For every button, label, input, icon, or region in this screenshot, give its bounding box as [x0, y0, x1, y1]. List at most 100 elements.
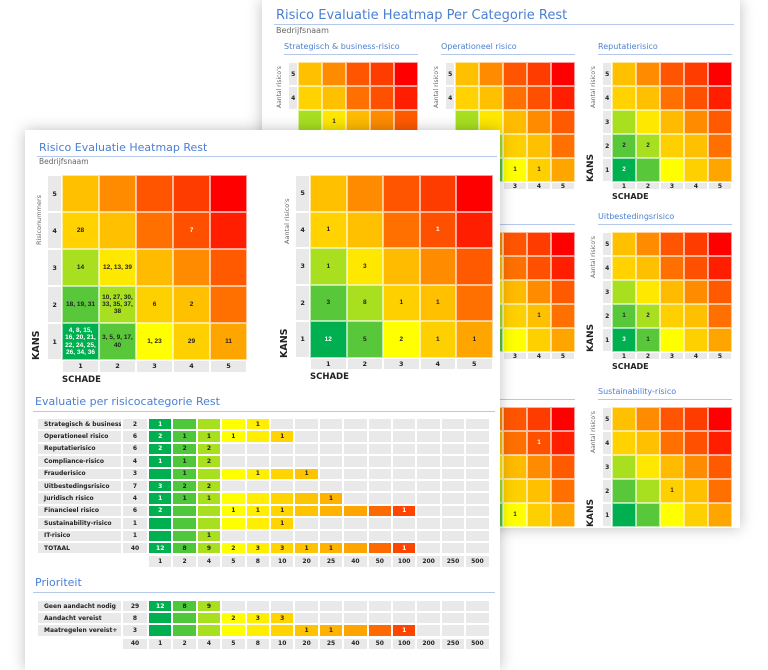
heatmap-cell: [612, 86, 636, 110]
table-cell: [343, 418, 368, 431]
table-cell: 8: [172, 600, 197, 613]
heatmap-cell: [503, 110, 527, 134]
kans-label: KANS: [586, 324, 597, 352]
heatmap-cell: [455, 86, 479, 110]
heatmap-cell: [708, 407, 732, 431]
y-axis-label: Risiconummers: [35, 195, 44, 246]
heatmap-title-divider: [284, 54, 418, 55]
heatmap-cell: [173, 249, 210, 286]
table-cell: [416, 624, 441, 637]
table-cell: 1: [318, 624, 344, 637]
table-cell: 1: [196, 529, 222, 542]
table-cell: [343, 442, 368, 456]
heatmap-cell: [136, 249, 173, 286]
table-row-total: 6: [122, 430, 148, 443]
heatmap-cell: [503, 431, 527, 455]
table-row-total: 6: [122, 504, 148, 518]
schade-tick: 5: [708, 182, 732, 191]
table-column-header: 200: [416, 637, 441, 650]
table-cell: [343, 600, 368, 613]
heatmap-cell: [503, 62, 527, 86]
table-cell: [245, 442, 270, 456]
heatmap-cell: [322, 86, 346, 110]
kans-label: KANS: [586, 154, 597, 182]
kans-tick: 5: [602, 407, 612, 431]
table-column-header: 4: [196, 637, 222, 650]
table-cell: [245, 492, 270, 505]
heatmap-cell: [708, 62, 732, 86]
heatmap-cell: [660, 280, 684, 304]
table-column-header: 20: [294, 555, 319, 568]
table-column-header: 10: [270, 637, 295, 650]
table-cell: [392, 517, 417, 530]
heatmap-cell: [660, 256, 684, 280]
table-cell: [245, 480, 270, 493]
table-cell: [172, 624, 197, 637]
heatmap-cell: [551, 134, 575, 158]
schade-label: SCHADE: [612, 361, 649, 371]
heatmap-cell: 3: [310, 284, 347, 321]
schade-tick: 1: [62, 360, 99, 373]
table-cell: [343, 517, 368, 530]
heatmap-cell: [660, 134, 684, 158]
heatmap-cell: [99, 175, 136, 212]
table-cell: [465, 600, 490, 613]
table-cell: [440, 612, 466, 625]
heatmap-cell: [636, 158, 660, 182]
table-cell: [392, 455, 417, 468]
heatmap-cell: [612, 407, 636, 431]
table-row-label: IT-risico: [37, 529, 122, 542]
table-grand-total: 40: [122, 637, 148, 650]
heatmap-cell: [527, 479, 551, 503]
table-cell: [416, 455, 441, 468]
heatmap-cell: [527, 407, 551, 431]
heatmap-cell: [210, 249, 247, 286]
heatmap-cell: [708, 455, 732, 479]
heatmap-cell: [636, 280, 660, 304]
table-cell: [196, 467, 222, 480]
schade-tick: 3: [660, 352, 684, 361]
table-cell: 1: [245, 418, 270, 431]
table-row-label: Strategisch & business-risico: [37, 418, 122, 431]
heatmap-cell: 2: [636, 304, 660, 328]
table-cell: [392, 430, 417, 443]
heatmap-cell: [298, 62, 322, 86]
table-cell: [172, 529, 197, 542]
schade-tick: 3: [503, 182, 527, 191]
table-cell: [148, 612, 173, 625]
schade-tick: 4: [684, 352, 708, 361]
section-divider: [33, 411, 495, 412]
kans-tick: 3: [295, 248, 310, 285]
table-cell: [465, 529, 490, 542]
y-axis-label: Aantal risico's: [433, 65, 441, 108]
table-column-header: 1: [148, 555, 173, 568]
front-page-subtitle: Bedrijfsnaam: [39, 157, 89, 166]
heatmap-cell: [660, 86, 684, 110]
table-column-header: 100: [392, 555, 417, 568]
table-cell: [172, 418, 197, 431]
schade-tick: 4: [419, 357, 456, 371]
table-column-header: 25: [318, 555, 344, 568]
table-cell: 3: [245, 612, 270, 625]
table-cell: [392, 492, 417, 505]
table-column-header: 500: [465, 555, 490, 568]
heatmap-title-divider: [441, 399, 575, 400]
heatmap-cell: [636, 455, 660, 479]
table-row-label: Financieel risico: [37, 504, 122, 518]
heatmap-cell: [708, 256, 732, 280]
table-cell: 1: [172, 430, 197, 443]
heatmap-cell: 12, 13, 39: [99, 249, 136, 286]
table-cell: [270, 442, 295, 456]
heatmap-cell: 28: [62, 212, 99, 249]
schade-tick: 4: [173, 360, 210, 373]
table-cell: [440, 624, 466, 637]
table-cell: [440, 455, 466, 468]
table-cell: [318, 467, 344, 480]
kans-tick: 3: [602, 280, 612, 304]
table-cell: [367, 517, 392, 530]
table-cell: [148, 624, 173, 637]
heatmap-cell: 6: [136, 286, 173, 323]
heatmap-cell: [636, 479, 660, 503]
heatmap-cell: [684, 232, 708, 256]
schade-tick: 4: [684, 527, 708, 528]
